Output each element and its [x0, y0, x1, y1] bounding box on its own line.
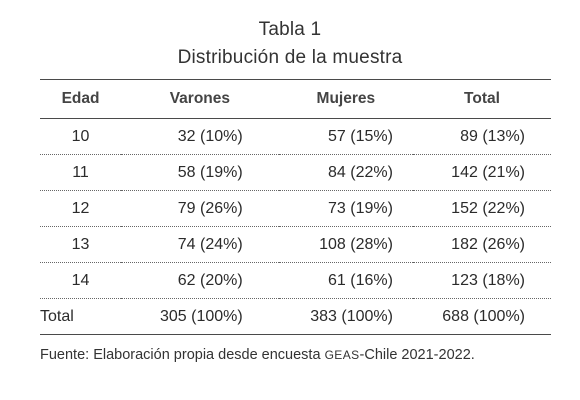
source-note: Fuente: Elaboración propia desde encuest…	[40, 347, 475, 363]
cell-edad: 11	[40, 154, 122, 191]
cell-total: 182 (26%)	[412, 226, 551, 263]
header-edad: Edad	[61, 90, 100, 107]
source-acronym: GEAS	[324, 348, 360, 362]
cell-total: 89 (13%)	[412, 118, 551, 155]
table-total-row: Total 305 (100%) 383 (100%) 688 (100%)	[40, 298, 551, 335]
source-prefix: Fuente: Elaboración propia desde encuest…	[40, 347, 325, 363]
cell-edad: 12	[40, 190, 122, 227]
header-total: Total	[464, 90, 500, 107]
cell-varones: 62 (20%)	[121, 262, 279, 299]
sample-distribution-table: Edad Varones Mujeres Total 10 32 (10%) 5…	[40, 79, 551, 335]
cell-mujeres: 61 (16%)	[278, 262, 413, 299]
table-row: 11 58 (19%) 84 (22%) 142 (21%)	[40, 154, 551, 191]
table-row: 12 79 (26%) 73 (19%) 152 (22%)	[40, 190, 551, 227]
table-title: Distribución de la muestra	[177, 47, 403, 68]
total-total: 688 (100%)	[412, 298, 551, 335]
total-varones: 305 (100%)	[121, 298, 279, 335]
header-mujeres: Mujeres	[316, 90, 376, 107]
cell-varones: 32 (10%)	[121, 118, 279, 155]
table-number: Tabla 1	[258, 19, 322, 40]
cell-varones: 74 (24%)	[121, 226, 279, 263]
cell-varones: 58 (19%)	[121, 154, 279, 191]
cell-edad: 10	[40, 118, 122, 155]
header-varones: Varones	[169, 90, 231, 107]
cell-edad: 13	[40, 226, 122, 263]
table-row: 10 32 (10%) 57 (15%) 89 (13%)	[40, 118, 551, 155]
cell-varones: 79 (26%)	[121, 190, 279, 227]
source-suffix: -Chile 2021-2022.	[359, 347, 475, 363]
cell-total: 123 (18%)	[412, 262, 551, 299]
cell-mujeres: 84 (22%)	[278, 154, 413, 191]
cell-edad: 14	[40, 262, 122, 299]
table-row: 14 62 (20%) 61 (16%) 123 (18%)	[40, 262, 551, 299]
cell-mujeres: 108 (28%)	[278, 226, 413, 263]
cell-mujeres: 73 (19%)	[278, 190, 413, 227]
cell-total: 152 (22%)	[412, 190, 551, 227]
total-label: Total	[40, 298, 122, 335]
table-row: 13 74 (24%) 108 (28%) 182 (26%)	[40, 226, 551, 263]
cell-mujeres: 57 (15%)	[278, 118, 413, 155]
table-header-row: Edad Varones Mujeres Total	[40, 79, 551, 119]
cell-total: 142 (21%)	[412, 154, 551, 191]
total-mujeres: 383 (100%)	[278, 298, 413, 335]
